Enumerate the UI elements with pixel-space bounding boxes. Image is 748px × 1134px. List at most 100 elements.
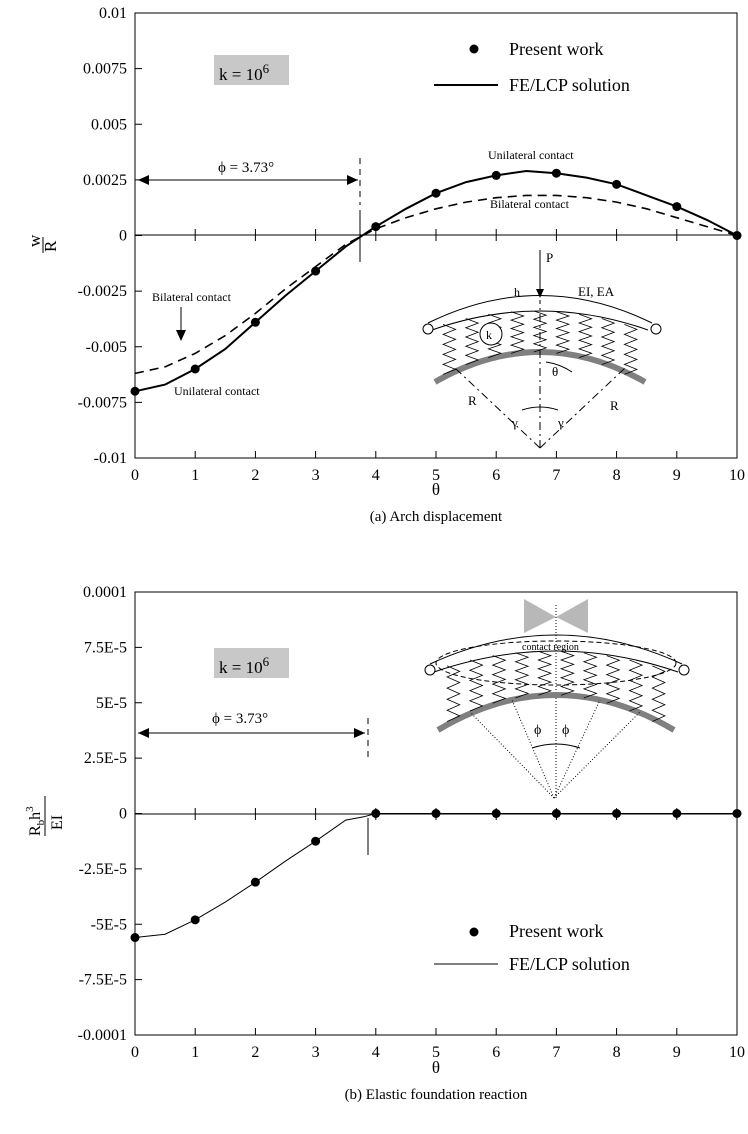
x-tick-label: 0 (131, 1044, 139, 1061)
x-tick-label: 9 (673, 467, 681, 484)
spring (559, 650, 575, 696)
inset-a-gamma-arc (521, 406, 559, 411)
panel-b-caption: (b) Elastic foundation reaction (345, 1087, 528, 1103)
x-tick-label: 10 (729, 467, 745, 484)
inset-b-left-support (424, 664, 436, 676)
panel-a-phi-arrowhead-left (138, 175, 149, 185)
inset-a-k-circle (479, 322, 503, 346)
x-tick-label: 2 (251, 467, 259, 484)
inset-a-r-left: R (468, 393, 477, 408)
y-tick-label: -5E-5 (91, 916, 127, 933)
spring (555, 311, 571, 354)
inset-b-up-triangle (524, 599, 556, 633)
x-tick-label: 4 (372, 1044, 380, 1061)
y-tick-label: -0.01 (94, 450, 127, 467)
inset-b-ray-2 (511, 699, 555, 799)
inset-b-phi-left: ϕ (534, 723, 541, 738)
panel-b-k-label-box (214, 648, 289, 678)
inset-a-radius-right (539, 367, 626, 449)
svg-text:Rbh3: Rbh3 (24, 806, 47, 836)
inset-b-down-triangle (556, 599, 588, 633)
spring (537, 650, 553, 696)
panel-b-x-ticks: 0 1 2 3 4 5 6 7 8 9 10 (131, 808, 745, 1061)
x-tick-label: 10 (729, 1044, 745, 1061)
y-tick-label: 5E-5 (96, 695, 127, 712)
inset-b-arch-outer (429, 634, 683, 665)
y-tick-label: -0.0001 (78, 1027, 127, 1044)
spring (491, 655, 507, 704)
panel-b-x-label: θ (432, 1058, 440, 1077)
inset-a-right-support (650, 323, 662, 335)
inset-a-arch-inner (431, 310, 649, 331)
y-tick-label: 0.0075 (83, 61, 127, 78)
spring (514, 652, 530, 699)
panel-a-k-label-box (214, 55, 289, 85)
x-tick-label: 5 (432, 467, 440, 484)
inset-a-load-arrowhead (536, 289, 544, 298)
inset-a-eiea-label: EI, EA (578, 284, 615, 299)
y-tick-label: 7.5E-5 (84, 639, 127, 656)
spring (600, 318, 616, 365)
panel-b-phi-arrowhead-left (138, 728, 149, 738)
y-tick-label: -0.0075 (78, 394, 127, 411)
inset-a-k-label: k (486, 328, 492, 342)
spring (582, 652, 598, 699)
y-tick-label: -0.0025 (78, 283, 127, 300)
spring (577, 313, 593, 358)
series-line (134, 813, 737, 938)
panel-a-legend-markers-label: Present work (509, 39, 603, 59)
x-tick-label: 6 (492, 1044, 500, 1061)
panel-b-legend-markers-label: Present work (509, 921, 603, 941)
data-point (130, 933, 140, 943)
inset-b-springs (446, 650, 666, 722)
panel-a-phi-label: ϕ = 3.73° (218, 160, 274, 176)
x-tick-label: 2 (251, 1044, 259, 1061)
series-line (134, 169, 738, 393)
y-tick-label: -0.005 (86, 339, 127, 356)
spring (605, 655, 621, 704)
y-tick-label: 0 (119, 806, 127, 823)
spring (446, 665, 461, 722)
inset-b-foundation (436, 692, 676, 733)
y-tick-label: 0.01 (99, 5, 127, 22)
inset-b-contact-ellipse (435, 640, 677, 686)
panel-a-y-label-den: R (41, 240, 60, 252)
inset-a-load-label: P (546, 250, 553, 265)
x-tick-label: 3 (312, 1044, 320, 1061)
panel-a-x-label: θ (432, 480, 440, 499)
y-tick-label: 0.005 (91, 116, 127, 133)
panel-a-k-label: k = 106 (219, 61, 270, 84)
panel-a-bilateral-left-label: Bilateral contact (152, 290, 232, 304)
spring (442, 324, 457, 375)
panel-a-bilateral-arrowhead (176, 330, 186, 341)
panel-a-legend-line-label: FE/LCP solution (509, 75, 630, 95)
inset-a-radius-left (454, 367, 541, 449)
panel-b-y-ticks: 0.0001 7.5E-5 5E-5 2.5E-5 0 -2.5E-5 -5E-5 -7.5E… (78, 584, 142, 1044)
panel-b-chart: 0 1 2 3 4 5 6 7 8 9 10 0.0001 7.5E-5 5E-5 2.5E-5 0 -2.5… (24, 584, 745, 1103)
inset-b-contact-label: contact region (522, 642, 579, 653)
y-tick-label: -2.5E-5 (79, 861, 127, 878)
inset-b-phi-right: ϕ (562, 723, 569, 738)
spring (468, 659, 484, 712)
panel-b-series (130, 809, 742, 943)
spring (509, 311, 525, 354)
spring (464, 318, 480, 365)
y-tick-label: 0 (119, 228, 127, 245)
x-tick-label: 3 (312, 467, 320, 484)
y-tick-label: 0.0025 (83, 172, 127, 189)
panel-a-unilateral-left-label: Unilateral contact (174, 384, 260, 398)
y-tick-label: 2.5E-5 (84, 750, 127, 767)
inset-a-r-right: R (610, 398, 619, 413)
panel-a-series (130, 168, 742, 396)
panel-a-caption: (a) Arch displacement (370, 509, 503, 525)
x-tick-label: 8 (613, 467, 621, 484)
x-tick-label: 0 (131, 467, 139, 484)
panel-b-phi-arrowhead-right (354, 728, 365, 738)
inset-a-theta-label: θ (552, 364, 558, 379)
spring (532, 310, 548, 353)
inset-a-theta-arc (545, 361, 573, 373)
inset-b-ray-4 (553, 711, 641, 799)
y-tick-label: -7.5E-5 (79, 972, 127, 989)
inset-b-phi-arc (531, 743, 581, 749)
